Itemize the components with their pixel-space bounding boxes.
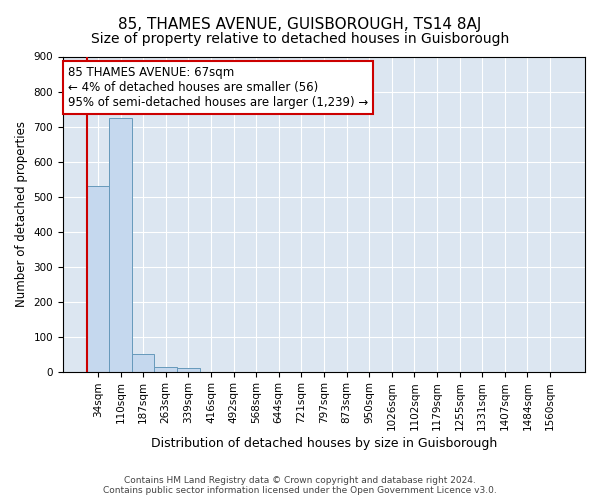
Bar (177, 368, 200, 372)
Bar (86, 186, 109, 372)
Text: Contains HM Land Registry data © Crown copyright and database right 2024.
Contai: Contains HM Land Registry data © Crown c… (103, 476, 497, 495)
Bar (154, 367, 177, 372)
Text: 85, THAMES AVENUE, GUISBOROUGH, TS14 8AJ: 85, THAMES AVENUE, GUISBOROUGH, TS14 8AJ (118, 18, 482, 32)
Bar (109, 118, 132, 372)
X-axis label: Distribution of detached houses by size in Guisborough: Distribution of detached houses by size … (151, 437, 497, 450)
Y-axis label: Number of detached properties: Number of detached properties (15, 121, 28, 307)
Bar (132, 354, 154, 372)
Text: Size of property relative to detached houses in Guisborough: Size of property relative to detached ho… (91, 32, 509, 46)
Text: 85 THAMES AVENUE: 67sqm
← 4% of detached houses are smaller (56)
95% of semi-det: 85 THAMES AVENUE: 67sqm ← 4% of detached… (68, 66, 368, 109)
